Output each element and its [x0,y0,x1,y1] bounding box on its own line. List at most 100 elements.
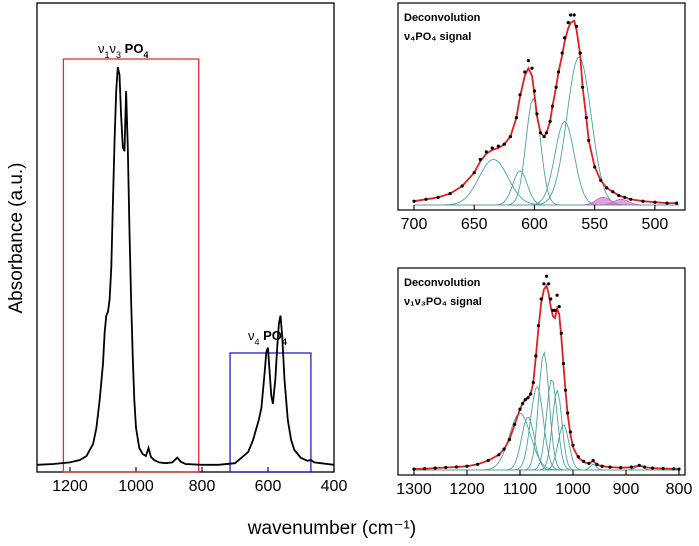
deconv-v4-data-point [496,144,500,148]
deconv-v4-x-tick-label: 600 [521,216,548,233]
main-x-tick-label: 400 [321,478,348,495]
deconv-v1v3-data-point [629,465,633,469]
deconv-v4-data-point [572,13,576,17]
deconv-v1v3-data-point [553,308,557,312]
main-x-tick-label: 1200 [52,478,88,495]
deconv-v4-data-point [599,178,603,182]
deconv-v1v3-data-point [559,331,563,335]
deconv-v1v3-data-point [561,362,566,366]
v4-po4-label-sub4: 4 [255,337,260,347]
deconv-v1v3-x-ticks [413,470,680,475]
deconv-v4-data-point [508,135,512,139]
deconv-v1v3-data-point [576,455,580,459]
deconv-v1v3-data-point [497,453,501,457]
deconv-v1v3-data-point [608,465,612,469]
v4-po4-label-nu: ν [248,328,255,343]
deconv-v4-data-point [472,171,476,175]
deconv-v4-data-point [412,199,416,203]
deconv-v1v3-data-point [531,381,535,385]
deconv-v4-x-tick-labels: 700 650 600 550 500 [401,216,669,233]
deconv-v4-subtitle: ν₄PO₄ signal [404,31,471,43]
v1v3-po4-label-sub4: 4 [143,50,148,60]
deconv-v1v3-data-point [544,274,549,278]
deconv-v4-data-point [448,192,452,196]
deconv-v4-data-point [436,195,440,199]
deconv-v4-data-point [584,116,588,120]
deconv-v1v3-data-point [523,398,527,402]
deconv-v4-data-point [641,199,645,203]
deconv-v1v3-data-point [672,467,676,471]
deconv-v4-data-point [548,119,552,123]
deconv-v4-components [414,56,679,206]
deconv-v1v3-data-point [542,282,546,286]
deconv-v1v3-components [414,350,679,471]
v1v3-po4-label-sub3: 3 [116,50,121,60]
deconv-v1v3-data-point [412,467,416,471]
deconv-v1v3-x-tick-labels: 1300 1200 1100 1000 900 800 [396,481,692,498]
v4-po4-label-po: PO [260,328,282,343]
deconv-v1v3-data-point [677,467,681,471]
deconv-v1v3-x-tick-label: 800 [666,481,693,498]
deconv-v1v3-data-point [465,464,469,468]
deconv-v1v3-data-point [534,354,538,358]
deconv-v1v3-data-point [566,411,570,415]
main-panel: 1200 1000 800 600 400 ν1ν3 PO4 ν4 PO4 Absorb… [6,2,416,539]
deconv-v4-data-point [617,193,621,198]
deconv-v4-data-point [554,85,558,89]
deconv-v4-data-point [581,85,585,89]
deconv-v1v3-component-6 [414,389,679,471]
deconv-v1v3-data-point [557,305,561,309]
deconv-v4-title: Deconvolution [404,12,481,24]
deconv-v4-data-point [484,150,488,154]
v4-po4-label-subpo4: 4 [282,337,287,347]
deconv-v1v3-panel: 1300 1200 1100 1000 900 800 Deconvolution ν₁ν… [396,267,692,498]
y-axis-title: Absorbance (a.u.) [6,162,27,313]
deconv-v1v3-data-point [454,465,458,469]
deconv-v1v3-data-point [549,297,553,301]
deconv-v4-data-point [490,146,494,150]
deconv-v4-data-point [460,184,464,188]
deconv-v4-data-point [514,116,519,120]
deconv-v4-x-tick-label: 550 [581,216,608,233]
deconv-v4-data-point [530,66,534,70]
deconv-v1v3-data-point [600,464,604,468]
deconv-v1v3-data-point [507,438,511,442]
deconv-v4-data-point [675,201,679,205]
deconv-v4-data-point [605,186,609,190]
deconv-v4-data-point [629,197,633,201]
deconv-v1v3-title: Deconvolution [404,277,481,289]
deconv-v4-data-point [578,51,582,55]
main-x-tick-label: 800 [189,478,216,495]
deconv-v4-x-tick-label: 650 [461,216,488,233]
main-x-ticks [69,467,335,472]
main-x-tick-label: 1000 [118,478,154,495]
deconv-v4-data-point [569,13,573,17]
deconv-v1v3-frame [397,267,686,476]
deconv-v1v3-data-point [619,466,623,470]
deconv-v4-data-point [542,135,546,139]
deconv-v1v3-data-point [547,282,551,286]
deconv-v4-x-tick-label: 500 [642,216,669,233]
deconv-v1v3-data-point [444,465,448,470]
deconv-v4-data-point [424,197,428,201]
deconv-v4-data-point [532,89,537,93]
v1v3-po4-label-po: PO [121,41,143,56]
deconv-v4-component-1 [414,158,679,206]
deconv-v1v3-data-point [637,463,641,467]
deconv-v1v3-x-tick-label: 1300 [396,481,432,498]
deconv-v1v3-x-tick-label: 1200 [449,481,485,498]
v4-po4-label: ν4 PO4 [248,328,287,347]
deconv-v1v3-data-point [502,447,506,451]
deconv-v4-panel: 700 650 600 550 500 Deconvolution ν₄PO₄ sign… [397,2,686,233]
deconv-v1v3-data-points [412,274,681,471]
deconv-v1v3-component-5 [414,379,679,471]
v4-highlight-box [229,352,312,473]
deconv-v1v3-data-point [650,466,655,470]
deconv-v1v3-data-point [591,458,595,463]
main-x-tick-label: 600 [255,478,282,495]
deconv-v1v3-data-point [587,461,591,465]
deconv-v1v3-data-point [518,407,522,411]
deconv-v1v3-data-point [521,401,525,406]
v1v3-po4-label-sub1: 1 [105,50,110,60]
